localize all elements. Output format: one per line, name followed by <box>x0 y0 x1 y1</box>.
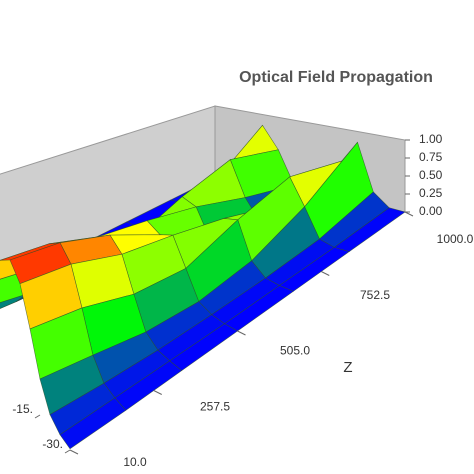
chart-title: Optical Field Propagation <box>239 69 433 86</box>
x-tick-label: -30. <box>42 437 63 451</box>
z-tick-label: 752.5 <box>360 288 390 302</box>
surface-patch <box>59 397 127 450</box>
z-tick-label: 1000.0 <box>437 232 474 246</box>
z-tick-label: 505.0 <box>280 344 310 358</box>
y-tick-label: 0.50 <box>419 168 443 182</box>
z-tick-label: 257.5 <box>200 399 230 413</box>
z-tick <box>153 390 162 395</box>
z-tick-label: 10.0 <box>123 455 147 469</box>
y-tick-label: 0.00 <box>419 204 443 218</box>
x-tick-label: -15. <box>12 402 33 416</box>
z-axis-label: Z <box>343 359 352 376</box>
z-tick <box>404 211 414 217</box>
y-tick-label: 1.00 <box>419 132 443 146</box>
y-tick-label: 0.75 <box>419 150 443 164</box>
z-tick <box>321 271 330 276</box>
x-tick <box>34 414 41 419</box>
z-tick <box>237 330 246 336</box>
y-tick-label: 0.25 <box>419 186 443 200</box>
x-tick <box>64 449 71 454</box>
z-tick <box>69 449 79 455</box>
